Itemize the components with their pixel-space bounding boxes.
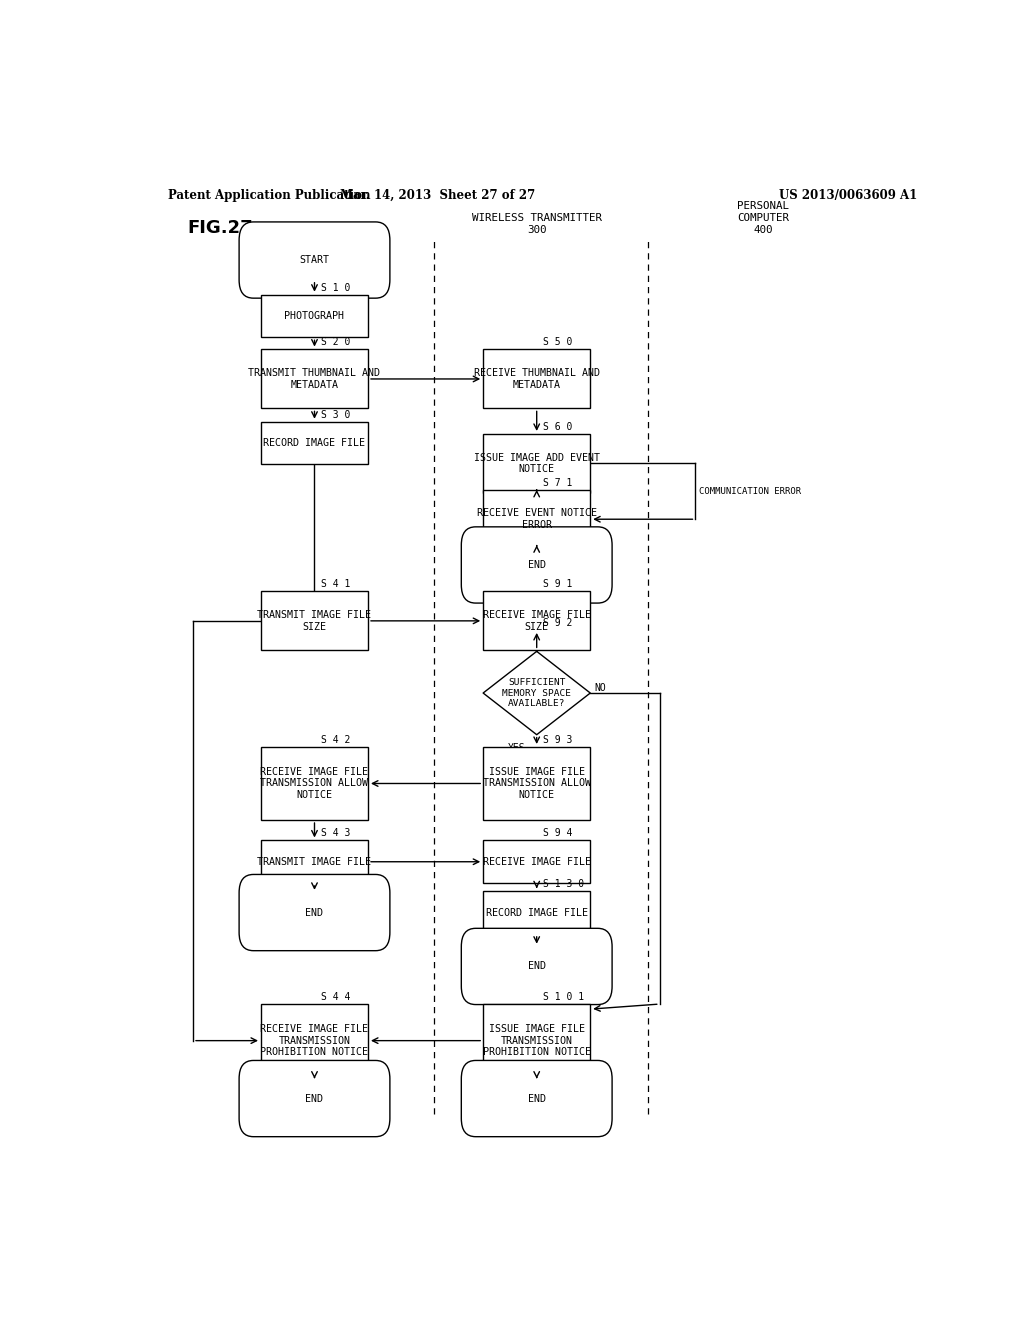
Text: PHOTOGRAPH: PHOTOGRAPH	[285, 312, 344, 321]
FancyBboxPatch shape	[483, 747, 590, 820]
Text: S 2 0: S 2 0	[321, 338, 350, 347]
Text: S 6 0: S 6 0	[543, 422, 572, 432]
FancyBboxPatch shape	[483, 1005, 590, 1077]
Text: ISSUE IMAGE FILE
TRANSMISSION ALLOW
NOTICE: ISSUE IMAGE FILE TRANSMISSION ALLOW NOTI…	[482, 767, 591, 800]
FancyBboxPatch shape	[483, 434, 590, 492]
Text: COMMUNICATION ERROR: COMMUNICATION ERROR	[699, 487, 802, 496]
Text: END: END	[305, 1093, 324, 1104]
Text: S 1 0: S 1 0	[321, 282, 350, 293]
Text: RECEIVE THUMBNAIL AND
METADATA: RECEIVE THUMBNAIL AND METADATA	[474, 368, 600, 389]
Text: NO: NO	[594, 682, 606, 693]
FancyBboxPatch shape	[261, 841, 368, 883]
Text: ISSUE IMAGE FILE
TRANSMISSION
PROHIBITION NOTICE: ISSUE IMAGE FILE TRANSMISSION PROHIBITIO…	[482, 1024, 591, 1057]
FancyBboxPatch shape	[261, 1005, 368, 1077]
Text: WIRELESS TRANSMITTER
300: WIRELESS TRANSMITTER 300	[472, 213, 602, 235]
FancyBboxPatch shape	[461, 527, 612, 603]
Text: TRANSMIT IMAGE FILE: TRANSMIT IMAGE FILE	[257, 857, 372, 867]
Text: RECEIVE IMAGE FILE
SIZE: RECEIVE IMAGE FILE SIZE	[482, 610, 591, 632]
Text: END: END	[527, 1093, 546, 1104]
Text: S 9 3: S 9 3	[543, 735, 572, 744]
FancyBboxPatch shape	[461, 1060, 612, 1137]
FancyBboxPatch shape	[483, 591, 590, 651]
Text: FIG.27: FIG.27	[187, 219, 253, 238]
Text: END: END	[527, 961, 546, 972]
Text: ISSUE IMAGE ADD EVENT
NOTICE: ISSUE IMAGE ADD EVENT NOTICE	[474, 453, 600, 474]
Text: S 4 4: S 4 4	[321, 993, 350, 1002]
Text: RECEIVE IMAGE FILE
TRANSMISSION
PROHIBITION NOTICE: RECEIVE IMAGE FILE TRANSMISSION PROHIBIT…	[260, 1024, 369, 1057]
Text: Patent Application Publication: Patent Application Publication	[168, 189, 371, 202]
FancyBboxPatch shape	[239, 874, 390, 950]
Text: END: END	[527, 560, 546, 570]
Text: TRANSMIT THUMBNAIL AND
METADATA: TRANSMIT THUMBNAIL AND METADATA	[249, 368, 381, 389]
Text: S 9 1: S 9 1	[543, 579, 572, 589]
FancyBboxPatch shape	[261, 350, 368, 408]
Text: S 4 2: S 4 2	[321, 735, 350, 744]
Text: S 4 1: S 4 1	[321, 579, 350, 589]
FancyBboxPatch shape	[239, 222, 390, 298]
Text: Mar. 14, 2013  Sheet 27 of 27: Mar. 14, 2013 Sheet 27 of 27	[340, 189, 536, 202]
Text: SUFFICIENT
MEMORY SPACE
AVAILABLE?: SUFFICIENT MEMORY SPACE AVAILABLE?	[502, 678, 571, 708]
FancyBboxPatch shape	[239, 1060, 390, 1137]
Text: S 1 0 1: S 1 0 1	[543, 993, 584, 1002]
Text: RECEIVE EVENT NOTICE
ERROR: RECEIVE EVENT NOTICE ERROR	[477, 508, 597, 531]
Text: S 9 4: S 9 4	[543, 829, 572, 838]
FancyBboxPatch shape	[461, 928, 612, 1005]
FancyBboxPatch shape	[261, 294, 368, 338]
FancyBboxPatch shape	[483, 891, 590, 935]
FancyBboxPatch shape	[483, 490, 590, 549]
Text: START: START	[299, 255, 330, 265]
Text: S 3 0: S 3 0	[321, 409, 350, 420]
Text: RECEIVE IMAGE FILE
TRANSMISSION ALLOW
NOTICE: RECEIVE IMAGE FILE TRANSMISSION ALLOW NO…	[260, 767, 369, 800]
Text: S 5 0: S 5 0	[543, 338, 572, 347]
Text: PERSONAL
COMPUTER
400: PERSONAL COMPUTER 400	[737, 202, 788, 235]
FancyBboxPatch shape	[483, 841, 590, 883]
Text: RECORD IMAGE FILE: RECORD IMAGE FILE	[485, 908, 588, 917]
FancyBboxPatch shape	[483, 350, 590, 408]
Text: YES: YES	[508, 743, 525, 752]
Text: S 4 3: S 4 3	[321, 829, 350, 838]
Text: S 7 1: S 7 1	[543, 478, 572, 487]
FancyBboxPatch shape	[261, 747, 368, 820]
Text: RECORD IMAGE FILE: RECORD IMAGE FILE	[263, 438, 366, 447]
Text: US 2013/0063609 A1: US 2013/0063609 A1	[778, 189, 918, 202]
Text: RECEIVE IMAGE FILE: RECEIVE IMAGE FILE	[482, 857, 591, 867]
Text: END: END	[305, 908, 324, 917]
Text: CAMERA 200: CAMERA 200	[282, 224, 347, 235]
Text: TRANSMIT IMAGE FILE
SIZE: TRANSMIT IMAGE FILE SIZE	[257, 610, 372, 632]
Text: S 9 2: S 9 2	[543, 618, 572, 628]
FancyBboxPatch shape	[261, 591, 368, 651]
Text: S 1 3 0: S 1 3 0	[543, 879, 584, 890]
FancyBboxPatch shape	[261, 421, 368, 465]
